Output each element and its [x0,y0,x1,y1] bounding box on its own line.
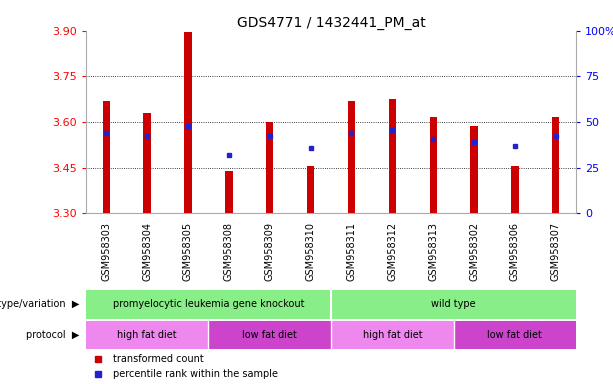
Bar [511,166,519,213]
Bar [208,321,331,349]
Bar [331,321,454,349]
Text: low fat diet: low fat diet [487,330,543,340]
Bar [266,122,273,213]
Bar [86,321,208,349]
Bar [307,166,314,213]
Text: protocol  ▶: protocol ▶ [26,330,80,340]
Bar [225,170,232,213]
Bar [552,118,560,213]
Text: promyelocytic leukemia gene knockout: promyelocytic leukemia gene knockout [113,299,304,310]
Text: GSM958303: GSM958303 [101,222,111,281]
Bar [430,118,437,213]
Bar [143,113,151,213]
Text: GSM958305: GSM958305 [183,222,193,281]
Bar [470,126,478,213]
Bar [389,99,396,213]
Bar [348,101,355,213]
Text: genotype/variation  ▶: genotype/variation ▶ [0,299,80,310]
Text: GSM958306: GSM958306 [510,222,520,281]
Text: GSM958308: GSM958308 [224,222,234,281]
Bar [86,290,331,319]
Text: transformed count: transformed count [113,354,204,364]
Title: GDS4771 / 1432441_PM_at: GDS4771 / 1432441_PM_at [237,16,425,30]
Text: GSM958304: GSM958304 [142,222,152,281]
Text: GSM958310: GSM958310 [306,222,316,281]
Text: GSM958312: GSM958312 [387,222,397,281]
Text: GSM958311: GSM958311 [346,222,356,281]
Bar [331,290,576,319]
Text: high fat diet: high fat diet [117,330,177,340]
Text: GSM958309: GSM958309 [265,222,275,281]
Text: low fat diet: low fat diet [242,330,297,340]
Text: GSM958302: GSM958302 [469,222,479,281]
Text: percentile rank within the sample: percentile rank within the sample [113,369,278,379]
Text: GSM958313: GSM958313 [428,222,438,281]
Text: wild type: wild type [432,299,476,310]
Bar [454,321,576,349]
Bar [185,32,192,213]
Bar [102,101,110,213]
Text: high fat diet: high fat diet [362,330,422,340]
Text: GSM958307: GSM958307 [551,222,561,281]
